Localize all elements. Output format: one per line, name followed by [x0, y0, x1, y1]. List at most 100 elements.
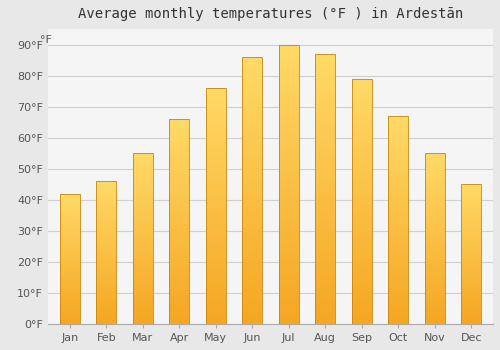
Bar: [60, 289, 80, 292]
Bar: [60, 218, 80, 220]
Bar: [315, 211, 335, 216]
Bar: [132, 279, 152, 281]
Bar: [315, 279, 335, 284]
Bar: [132, 293, 152, 295]
Bar: [461, 287, 481, 289]
Bar: [132, 244, 152, 247]
Bar: [96, 245, 116, 248]
Bar: [461, 226, 481, 229]
Bar: [278, 44, 298, 324]
Bar: [242, 320, 262, 324]
Bar: [315, 139, 335, 144]
Bar: [315, 252, 335, 257]
Bar: [315, 175, 335, 180]
Bar: [461, 238, 481, 240]
Bar: [424, 204, 444, 207]
Bar: [461, 212, 481, 215]
Bar: [461, 208, 481, 210]
Bar: [169, 191, 189, 194]
Bar: [315, 293, 335, 297]
Bar: [424, 216, 444, 219]
Bar: [60, 272, 80, 274]
Bar: [96, 272, 116, 274]
Bar: [388, 282, 408, 286]
Bar: [242, 275, 262, 280]
Bar: [388, 210, 408, 213]
Bar: [96, 286, 116, 288]
Bar: [388, 144, 408, 147]
Bar: [424, 295, 444, 299]
Bar: [315, 81, 335, 85]
Bar: [424, 168, 444, 170]
Bar: [461, 275, 481, 278]
Bar: [352, 214, 372, 218]
Bar: [242, 315, 262, 320]
Bar: [315, 90, 335, 94]
Bar: [388, 275, 408, 279]
Bar: [60, 278, 80, 281]
Bar: [388, 126, 408, 130]
Bar: [60, 226, 80, 229]
Bar: [315, 297, 335, 301]
Bar: [278, 292, 298, 296]
Bar: [315, 207, 335, 211]
Bar: [206, 265, 226, 269]
Bar: [206, 257, 226, 261]
Bar: [206, 175, 226, 178]
Bar: [206, 96, 226, 100]
Bar: [96, 238, 116, 241]
Bar: [60, 200, 80, 202]
Bar: [278, 296, 298, 301]
Bar: [388, 123, 408, 126]
Bar: [206, 139, 226, 143]
Bar: [461, 205, 481, 208]
Bar: [278, 156, 298, 161]
Bar: [242, 146, 262, 150]
Bar: [169, 286, 189, 290]
Bar: [60, 250, 80, 252]
Bar: [278, 231, 298, 236]
Bar: [96, 274, 116, 276]
Bar: [278, 166, 298, 170]
Bar: [315, 144, 335, 148]
Bar: [278, 114, 298, 119]
Bar: [132, 239, 152, 241]
Bar: [424, 153, 444, 156]
Bar: [206, 131, 226, 135]
Bar: [424, 156, 444, 159]
Bar: [206, 178, 226, 182]
Bar: [278, 63, 298, 68]
Bar: [461, 189, 481, 191]
Bar: [206, 92, 226, 96]
Bar: [388, 186, 408, 189]
Bar: [278, 310, 298, 315]
Bar: [169, 225, 189, 229]
Bar: [60, 222, 80, 224]
Bar: [388, 251, 408, 255]
Bar: [169, 119, 189, 122]
Bar: [242, 231, 262, 235]
Bar: [60, 283, 80, 285]
Bar: [169, 204, 189, 208]
Bar: [424, 230, 444, 233]
Bar: [242, 70, 262, 75]
Bar: [96, 255, 116, 257]
Bar: [461, 196, 481, 198]
Bar: [424, 310, 444, 313]
Bar: [206, 119, 226, 124]
Bar: [352, 144, 372, 148]
Bar: [60, 254, 80, 257]
Bar: [60, 246, 80, 248]
Bar: [169, 143, 189, 146]
Bar: [242, 248, 262, 253]
Bar: [132, 250, 152, 253]
Bar: [352, 107, 372, 111]
Bar: [132, 318, 152, 321]
Bar: [388, 307, 408, 310]
Bar: [388, 150, 408, 154]
Bar: [132, 321, 152, 324]
Bar: [424, 222, 444, 224]
Bar: [461, 301, 481, 303]
Bar: [424, 259, 444, 261]
Bar: [424, 179, 444, 182]
